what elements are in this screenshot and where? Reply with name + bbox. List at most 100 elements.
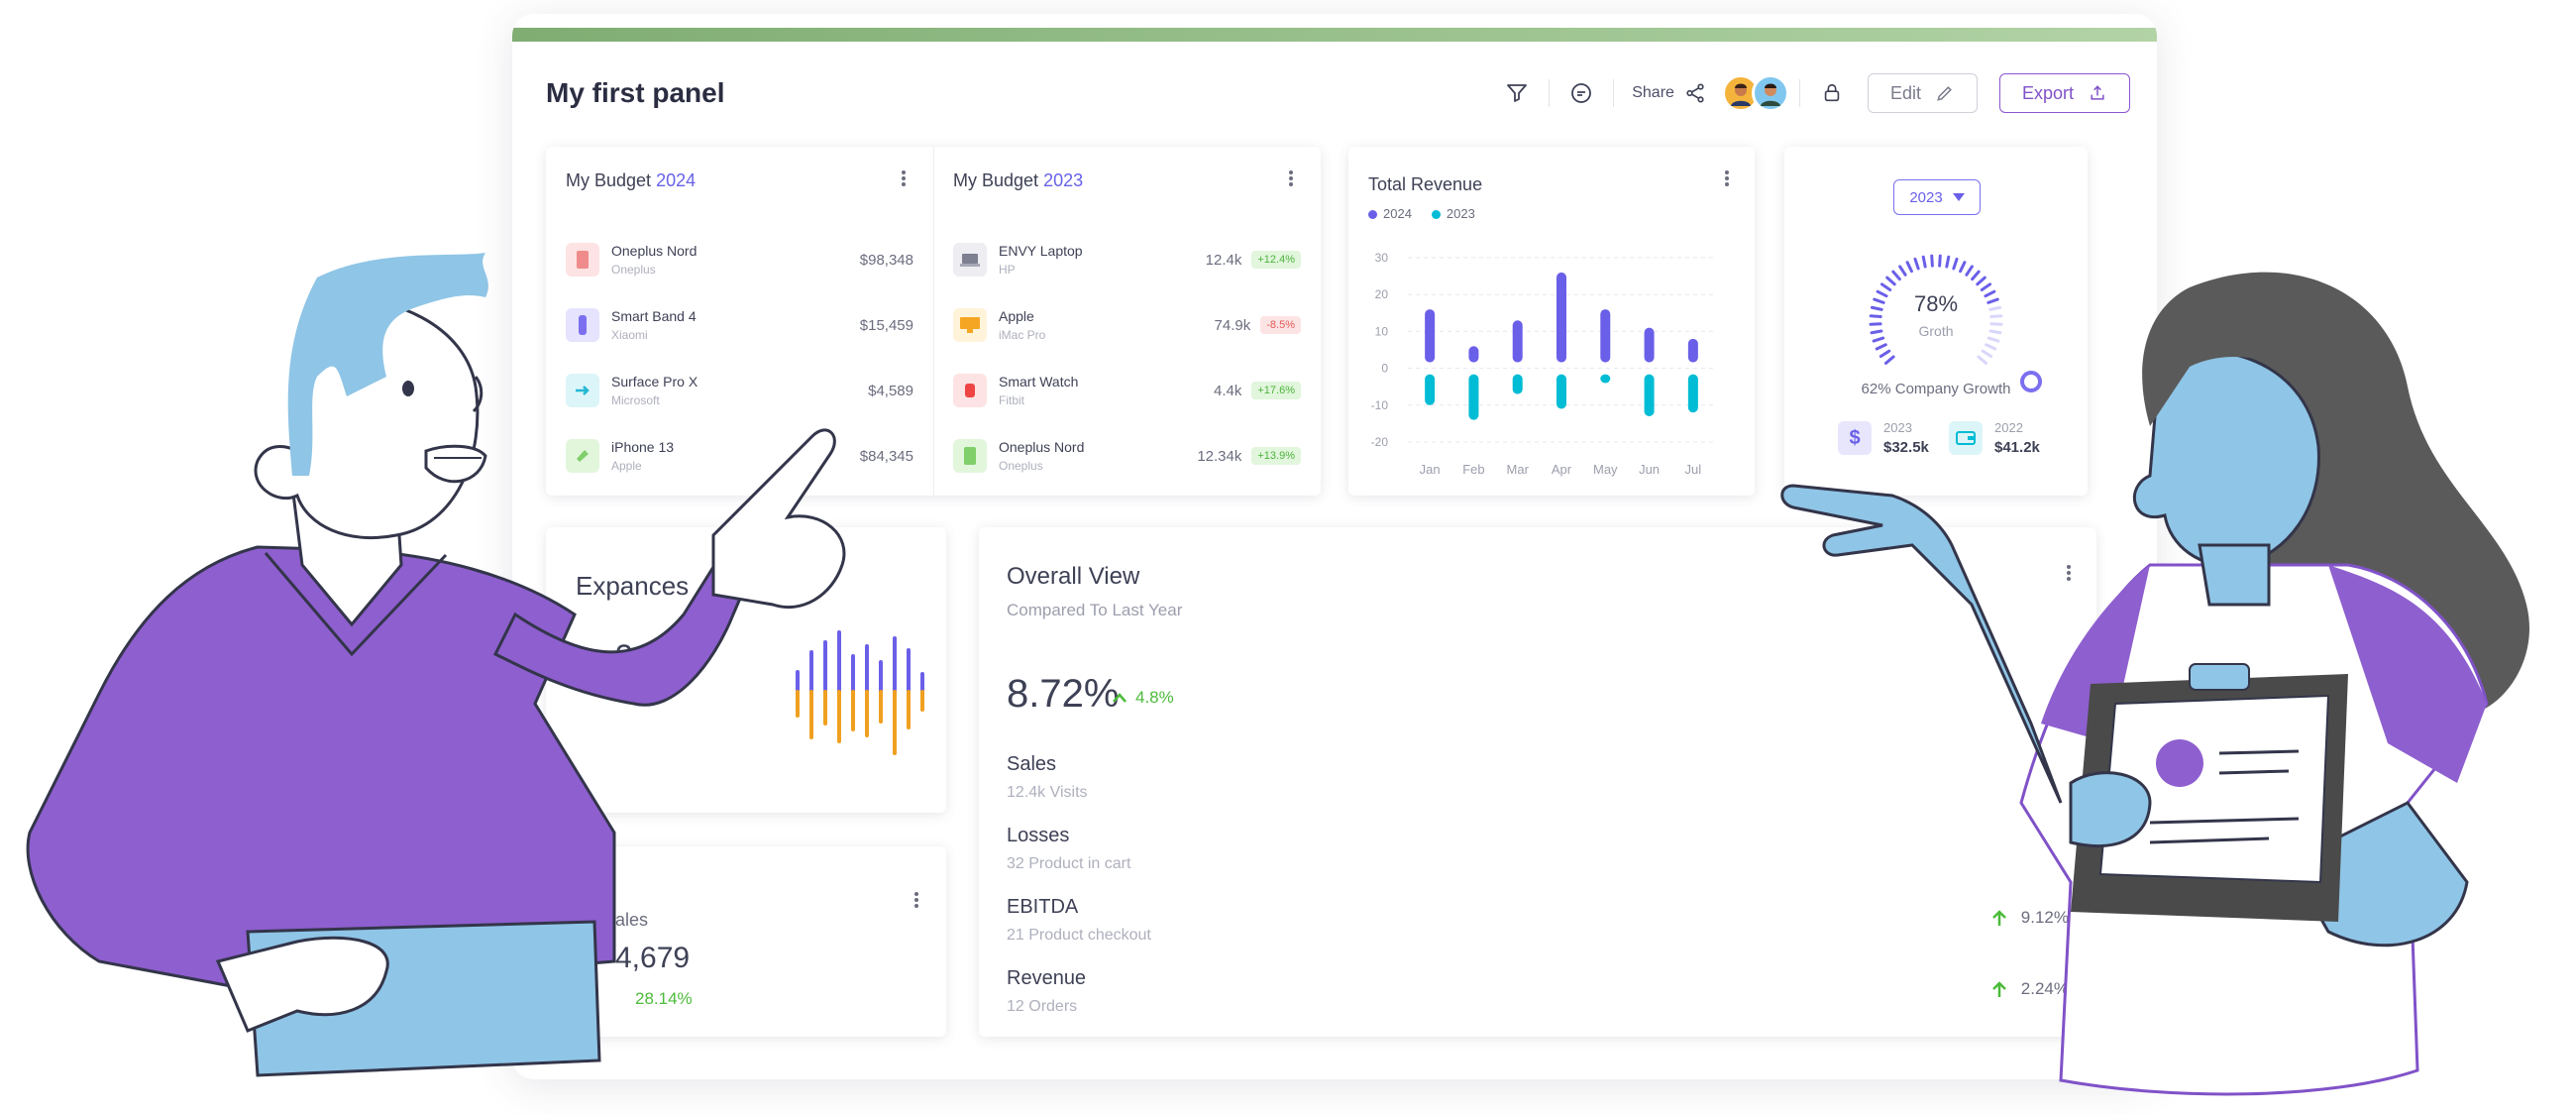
revenue-bar-2023-Jul[interactable]: [1687, 374, 1698, 413]
trend-badge: +17.6%: [1251, 382, 1301, 399]
gauge-tick: [1879, 282, 1892, 291]
item-value: $15,459: [859, 316, 913, 334]
item-brand: Oneplus: [611, 263, 656, 277]
list-item[interactable]: iPhone 13 Apple $84,345: [566, 436, 913, 476]
list-item[interactable]: Oneplus Nord Oneplus $98,348: [566, 240, 913, 279]
overview-title: Overall View: [1007, 563, 1140, 590]
budget-2024-title: My Budget 2024: [566, 170, 696, 191]
list-item[interactable]: Smart Band 4 Xiaomi $15,459: [566, 305, 913, 345]
budget-title-text: My Budget: [566, 170, 652, 190]
year-dropdown[interactable]: 2023: [1893, 179, 1981, 215]
item-value: 12.34k: [1197, 447, 1242, 465]
monitor-icon: [953, 308, 987, 342]
phone-icon: [566, 439, 599, 473]
overview-subtitle: Compared To Last Year: [1007, 601, 1183, 619]
gauge-tick: [1965, 265, 1974, 277]
edit-button[interactable]: Edit: [1867, 73, 1978, 113]
expenses-card: Expances 34: [546, 527, 946, 813]
gauge-tick: [1891, 270, 1901, 281]
x-tick-label: Jun: [1639, 462, 1660, 477]
list-item[interactable]: Smart Watch Fitbit 4.4k +17.6%: [953, 371, 1301, 410]
gauge-tick: [1977, 355, 1988, 365]
legend-item-2023: 2023: [1431, 206, 1475, 221]
watch-icon: [953, 374, 987, 407]
item-brand: HP: [999, 263, 1016, 277]
export-button[interactable]: Export: [1998, 73, 2130, 113]
item-brand: Xiaomi: [611, 328, 648, 342]
revenue-title: Total Revenue: [1368, 174, 1483, 194]
more-options-icon[interactable]: [907, 890, 926, 910]
row-sub: 12 Orders: [1007, 998, 1078, 1015]
gauge-tick: [1989, 314, 2003, 319]
stat-year: 2022: [1994, 420, 2023, 435]
item-name: Oneplus Nord: [611, 243, 698, 259]
item-value: 12.4k: [1205, 251, 1242, 269]
avatar[interactable]: [1751, 74, 1789, 112]
growth-gauge: [1869, 254, 2003, 365]
panel-accent-bar: [512, 28, 2157, 42]
budget-year: 2023: [1043, 170, 1084, 190]
revenue-chart: 30 20 10 0 -10 -20 Jan Feb Mar Apr May Jun Jul: [1371, 251, 1715, 477]
row-change: 9.12%: [1991, 908, 2069, 928]
more-options-icon[interactable]: [894, 168, 913, 188]
legend-label: 2024: [1383, 206, 1412, 221]
year-dropdown-value: 2023: [1909, 188, 1943, 206]
revenue-bar-2023-May[interactable]: [1600, 374, 1611, 384]
legend-dot: [1431, 210, 1441, 220]
share-icon: [1686, 83, 1704, 103]
growth-card: 2023 78% Groth 62% Company Growth $ 2023…: [1784, 147, 2088, 496]
revenue-bar-2024-May[interactable]: [1600, 309, 1611, 363]
y-tick-label: 0: [1381, 362, 1388, 376]
collaborator-avatars: [1721, 74, 1789, 112]
revenue-bar-2023-Jun[interactable]: [1644, 374, 1655, 416]
stat-year: 2023: [1883, 420, 1912, 435]
x-tick-label: Feb: [1462, 462, 1484, 477]
more-options-icon[interactable]: [1717, 168, 1737, 188]
share-button[interactable]: Share: [1632, 82, 1706, 104]
list-item[interactable]: Apple iMac Pro 74.9k -8.5%: [953, 305, 1301, 345]
expenses-value: 34: [615, 638, 651, 674]
more-options-icon[interactable]: [1281, 168, 1301, 188]
overview-row-ebitda: EBITDA 21 Product checkout 9.12%: [1007, 896, 2069, 955]
revenue-bar-2024-Feb[interactable]: [1468, 346, 1479, 363]
overview-row-revenue: Revenue 12 Orders 2.24%: [1007, 967, 2069, 1027]
gauge-tick: [1976, 276, 1986, 286]
overview-row-sales: Sales 12.4k Visits: [1007, 753, 2069, 813]
revenue-bar-2024-Jan[interactable]: [1425, 309, 1436, 363]
tablet-icon: [566, 374, 599, 407]
revenue-bar-2023-Feb[interactable]: [1468, 374, 1479, 420]
x-tick-label: Apr: [1552, 462, 1572, 477]
item-value-group: 12.4k +12.4%: [1206, 251, 1301, 269]
gauge-tick: [1921, 255, 1927, 269]
revenue-bar-2024-Mar[interactable]: [1512, 320, 1523, 363]
item-name: Apple: [999, 308, 1034, 324]
lock-icon[interactable]: [1810, 71, 1854, 115]
revenue-bar-2023-Jan[interactable]: [1425, 374, 1436, 405]
revenue-bar-2024-Jul[interactable]: [1687, 338, 1698, 363]
more-options-icon[interactable]: [2059, 563, 2079, 583]
sales-title: ales: [615, 910, 649, 930]
toolbar-divider: [1798, 79, 1800, 107]
gauge-tick: [1870, 305, 1883, 311]
item-value: $84,345: [859, 447, 913, 465]
revenue-bar-2023-Mar[interactable]: [1512, 374, 1523, 394]
item-value: 4.4k: [1214, 382, 1242, 399]
list-item[interactable]: ENVY Laptop HP 12.4k +12.4%: [953, 240, 1301, 279]
revenue-bar-2024-Jun[interactable]: [1644, 327, 1655, 363]
gauge-tick: [1876, 289, 1888, 298]
item-brand: Oneplus: [999, 459, 1043, 473]
gauge-tick: [1878, 349, 1891, 359]
list-item[interactable]: Surface Pro X Microsoft $4,589: [566, 371, 913, 410]
row-change-value: 9.12%: [2020, 908, 2069, 927]
gauge-tick: [1930, 254, 1934, 268]
panel-toolbar: Share Edit Export: [1495, 71, 2130, 115]
legend-dot: [1368, 210, 1377, 220]
list-item[interactable]: Oneplus Nord Oneplus 12.34k +13.9%: [953, 436, 1301, 476]
toolbar-divider: [1549, 79, 1551, 107]
filter-icon[interactable]: [1495, 71, 1539, 115]
y-tick-label: 30: [1375, 251, 1389, 265]
revenue-bar-2023-Apr[interactable]: [1556, 374, 1566, 409]
comment-icon[interactable]: [1559, 71, 1603, 115]
revenue-bar-2024-Apr[interactable]: [1556, 272, 1566, 363]
